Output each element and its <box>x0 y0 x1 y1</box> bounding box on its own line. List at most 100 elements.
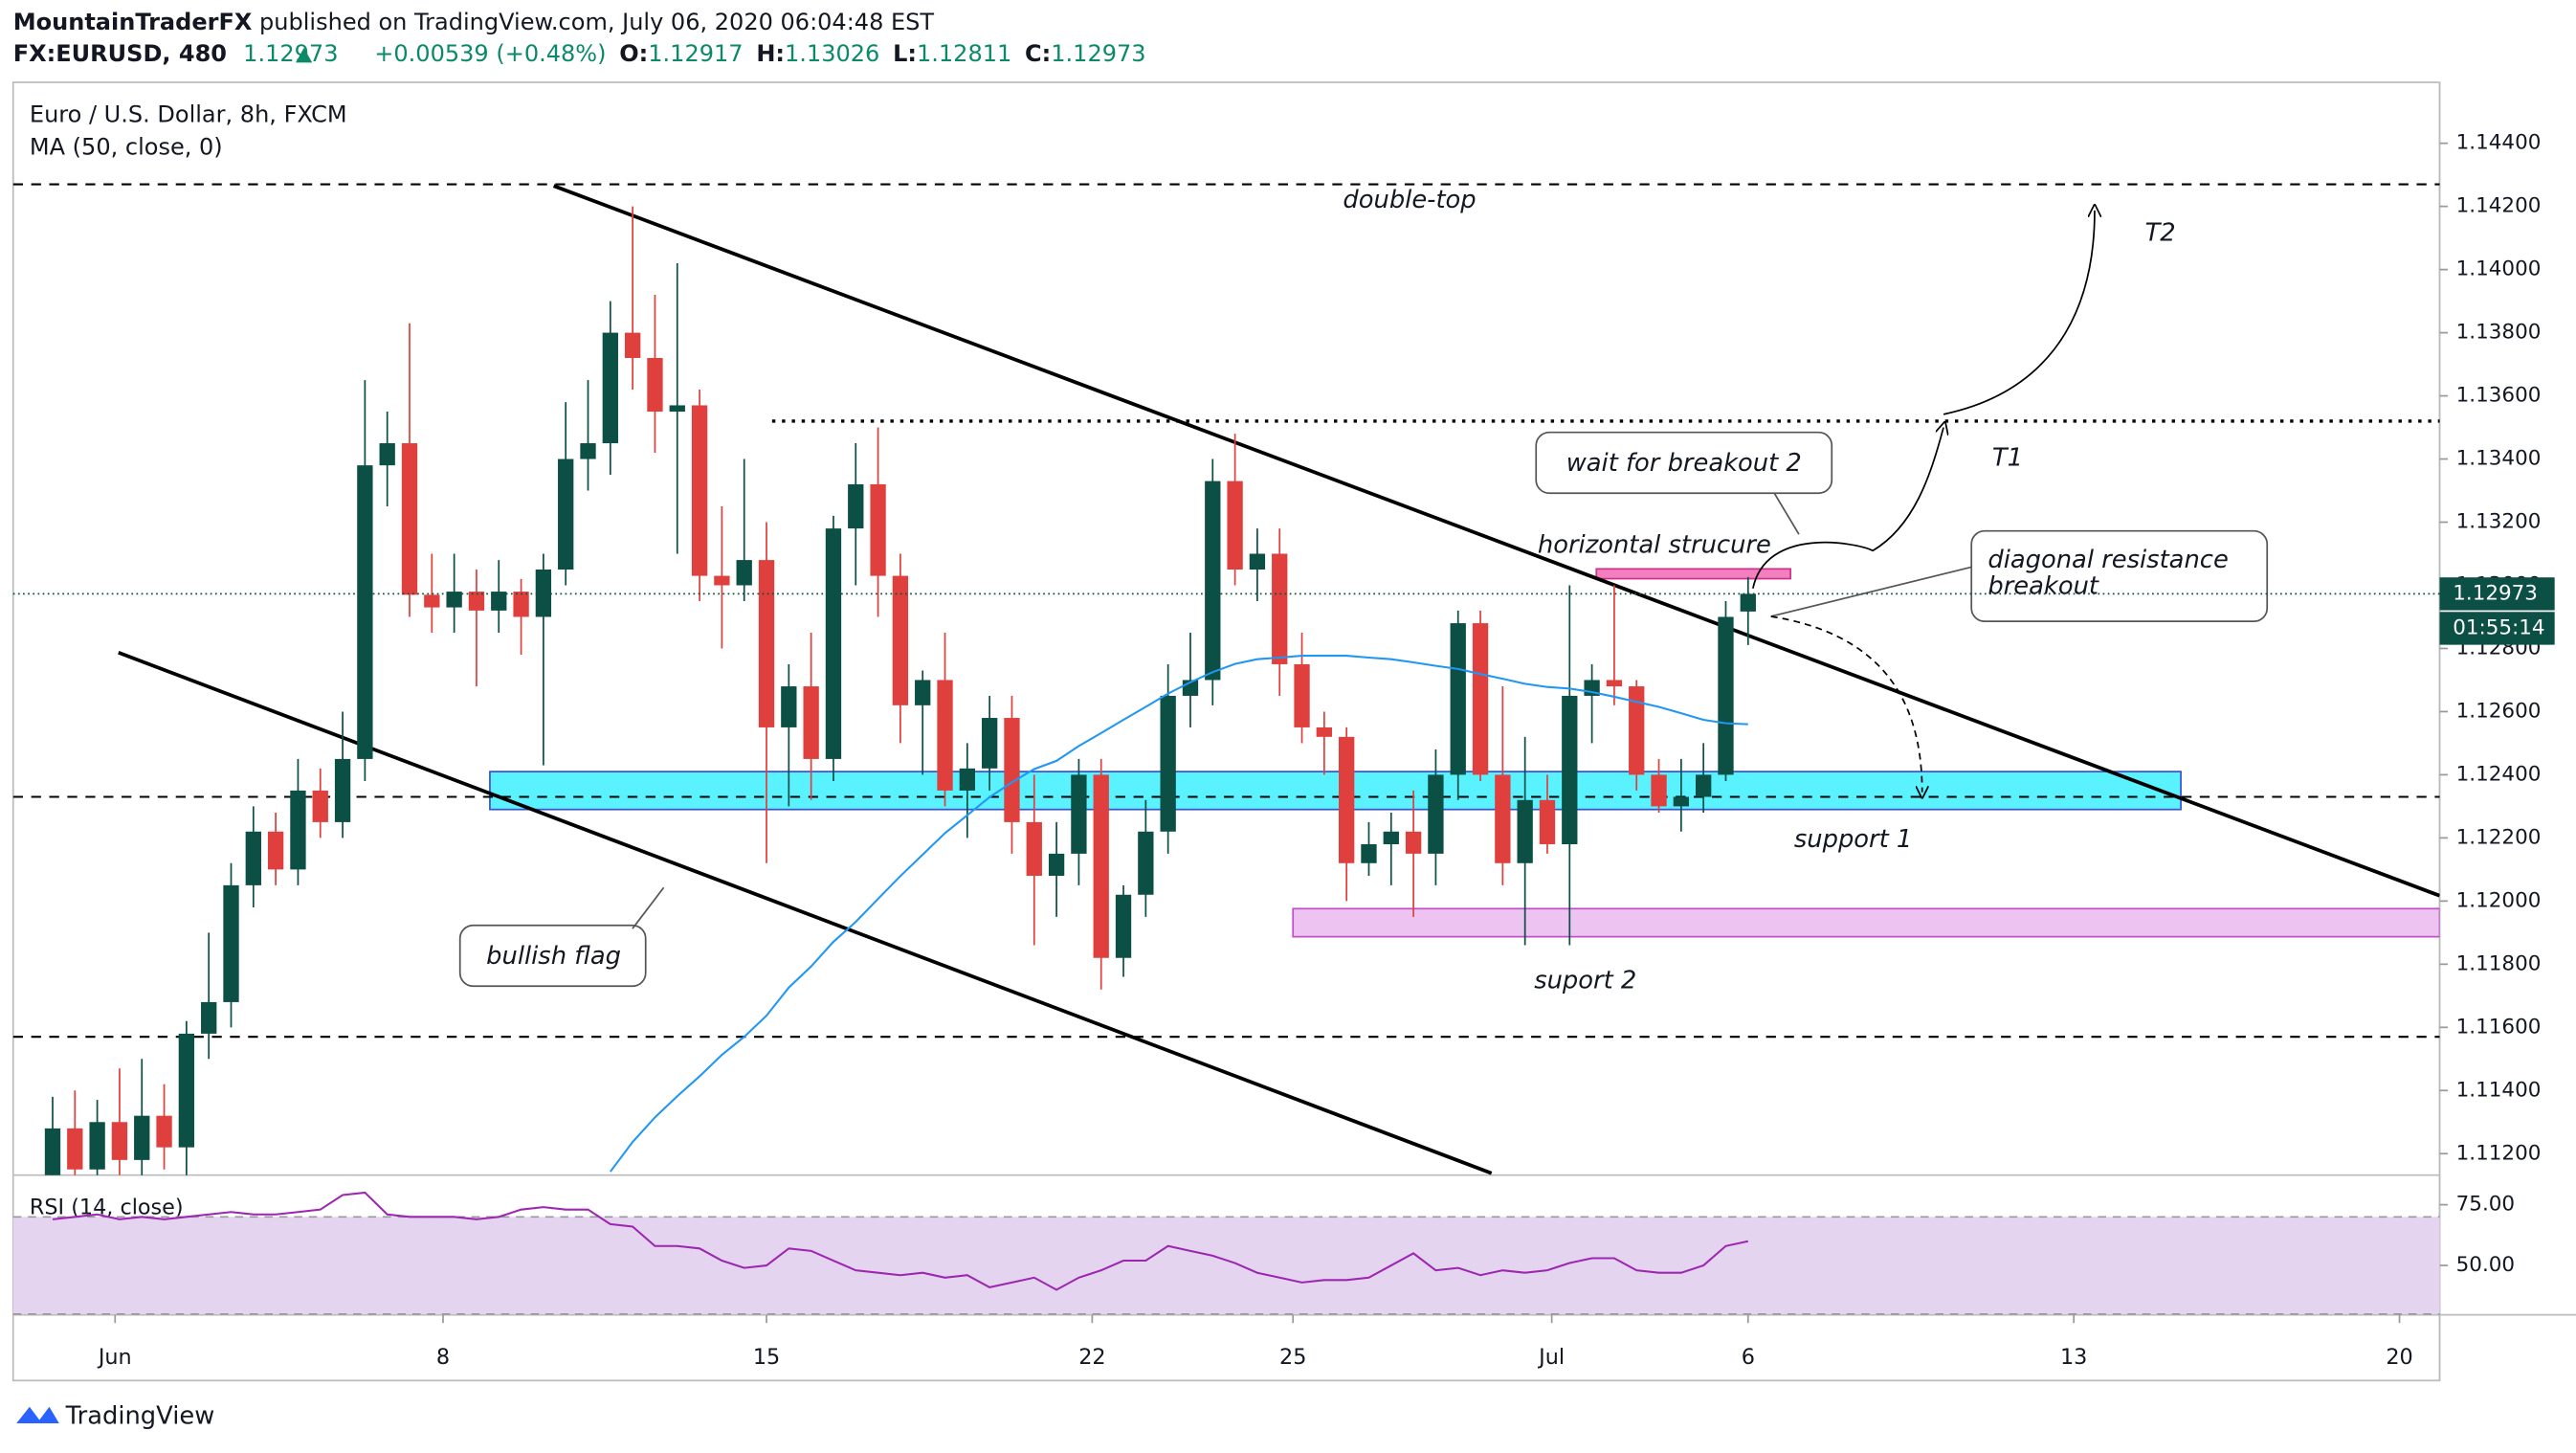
candle-body <box>1093 774 1109 958</box>
annotation: bullish flag <box>486 942 621 971</box>
candle-body <box>44 1128 61 1175</box>
trendline <box>118 650 1493 1175</box>
rsi-band <box>12 1217 2440 1314</box>
y-tick-label: 1.13400 <box>2456 447 2542 471</box>
candle-body <box>892 575 909 705</box>
candle-body <box>535 569 552 617</box>
header-field: 1.13026 <box>785 40 879 67</box>
y-tick-label: 1.11600 <box>2456 1015 2542 1039</box>
countdown-box <box>2439 612 2555 645</box>
plot-frame <box>11 81 2441 1382</box>
candle-body <box>1539 799 1556 844</box>
annotation: T2 <box>2145 218 2176 247</box>
brand: TradingView <box>16 1402 214 1431</box>
y-tick-label: 1.12200 <box>2456 825 2542 849</box>
callout-pointer <box>1770 566 1972 617</box>
candle-body <box>111 1122 128 1160</box>
candle-body <box>736 560 752 586</box>
candle-body <box>1160 695 1176 832</box>
y-tick-label: 1.14200 <box>2456 194 2542 218</box>
candle-body <box>89 1122 105 1170</box>
y-tick-label: 1.11200 <box>2456 1141 2542 1165</box>
candle-body <box>714 575 730 586</box>
annotation: double-top <box>1343 186 1476 214</box>
candle-body <box>468 592 485 611</box>
candle-body <box>1205 481 1221 681</box>
candle-body <box>937 680 953 791</box>
header-field: 1.12917 <box>648 40 743 67</box>
x-tick-label: Jul <box>1537 1345 1565 1370</box>
last-price-label: 1.12973 <box>2453 581 2538 605</box>
candle-body <box>401 443 418 595</box>
candle-body <box>1562 695 1578 844</box>
candle-body <box>1316 726 1333 737</box>
candle-body <box>1495 774 1511 863</box>
annotation: horizontal strucure <box>1538 531 1771 560</box>
x-tick-label: 8 <box>436 1345 450 1370</box>
candle-body <box>1472 623 1489 775</box>
callout-pointer <box>632 886 665 929</box>
symbol-line: FX:EURUSD, 480 1.12973 +0.00539 (+0.48%) O:… <box>13 40 1146 67</box>
candle-body <box>1517 799 1533 863</box>
candle-body <box>624 332 641 358</box>
candle-body <box>1651 774 1667 807</box>
x-tick-label: 22 <box>1078 1345 1105 1370</box>
callout-pointer <box>1773 492 1800 535</box>
candle-body <box>1227 481 1243 570</box>
candle-body <box>513 592 529 617</box>
header-line: MountainTraderFX published on TradingVie… <box>13 9 935 35</box>
annotation: T1 <box>1992 444 2023 473</box>
candle-body <box>491 592 507 611</box>
rsi-tick-label: 75.00 <box>2456 1193 2515 1217</box>
x-tick-label: 15 <box>753 1345 780 1370</box>
candle-body <box>134 1115 150 1160</box>
candle-body <box>1428 774 1444 854</box>
y-tick-label: 1.12000 <box>2456 888 2542 912</box>
candle-body <box>1361 843 1377 863</box>
countdown-label: 01:55:14 <box>2453 615 2544 639</box>
candle-body <box>446 592 462 608</box>
published: published on TradingView.com, July 06, 2… <box>259 9 934 35</box>
y-tick-label: 1.14400 <box>2456 131 2542 155</box>
candle-body <box>290 790 306 870</box>
ma-line <box>610 655 1748 1173</box>
annotation: breakout <box>1988 572 2099 601</box>
zone <box>1292 907 2440 938</box>
candle-body <box>1004 718 1020 822</box>
candle-body <box>1606 680 1623 687</box>
candle-body <box>67 1128 83 1170</box>
candle-body <box>602 332 618 444</box>
trendline <box>552 184 2440 898</box>
candle-body <box>357 465 373 759</box>
y-tick-label: 1.11800 <box>2456 951 2542 975</box>
author: MountainTraderFX <box>13 9 253 35</box>
candle-body <box>848 483 864 529</box>
header-field: 1.12811 <box>917 40 1011 67</box>
main-pane <box>12 183 2440 1175</box>
candle-body <box>1339 736 1355 863</box>
candle-body <box>669 405 685 413</box>
x-tick-label: 25 <box>1279 1345 1306 1370</box>
x-tick-label: 20 <box>2386 1345 2412 1370</box>
candle-body <box>803 686 819 759</box>
candle-body <box>201 1001 217 1034</box>
candle-body <box>870 483 886 576</box>
candle-body <box>1696 774 1712 797</box>
candle-body <box>647 357 663 413</box>
y-tick-label: 1.12600 <box>2456 699 2542 723</box>
y-tick-label: 1.12400 <box>2456 762 2542 786</box>
callout-box <box>1535 431 1833 495</box>
candle-body <box>424 594 440 608</box>
header-field: 1.12973 <box>243 40 338 67</box>
y-tick-label: 1.11400 <box>2456 1078 2542 1102</box>
x-tick-label: 13 <box>2060 1345 2087 1370</box>
candle-body <box>1450 623 1466 775</box>
candle-body <box>379 443 395 466</box>
brand-text: TradingView <box>65 1402 215 1431</box>
header-field: H: <box>756 40 785 67</box>
candle-body <box>1249 553 1266 570</box>
candle-body <box>245 831 261 885</box>
rsi-line <box>52 1191 1749 1291</box>
